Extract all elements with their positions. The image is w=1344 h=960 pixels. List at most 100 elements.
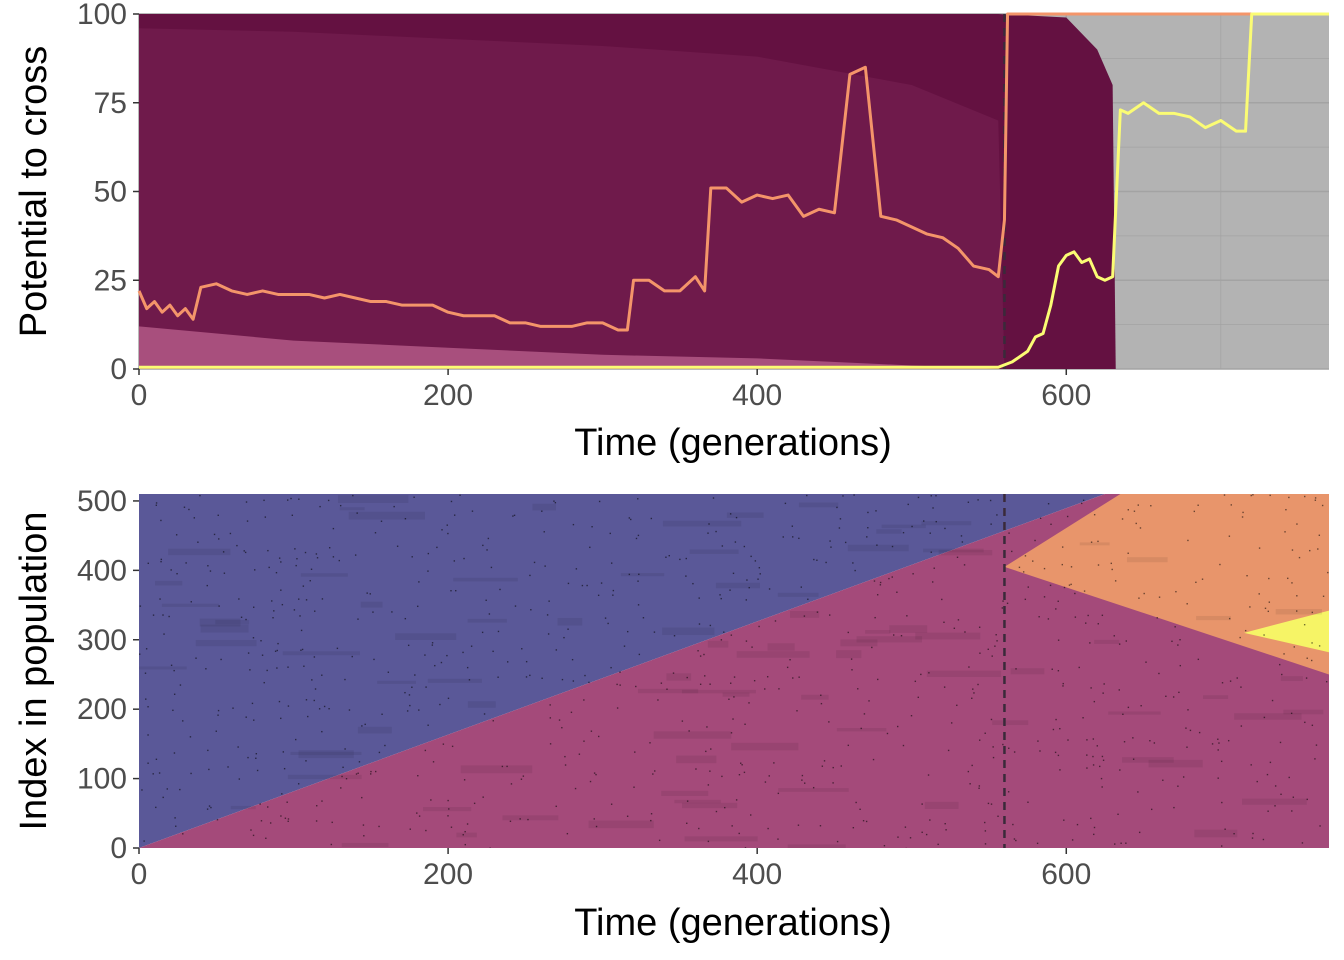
texture-dot bbox=[859, 808, 861, 811]
texture-dot bbox=[1096, 745, 1098, 747]
texture-dot bbox=[586, 584, 588, 587]
texture-dot bbox=[563, 636, 565, 639]
texture-dot bbox=[179, 684, 182, 686]
texture-streak bbox=[532, 503, 557, 511]
texture-dot bbox=[1306, 657, 1308, 659]
texture-dot bbox=[253, 719, 255, 721]
texture-dot bbox=[832, 766, 834, 769]
texture-dot bbox=[210, 806, 212, 809]
texture-dot bbox=[851, 669, 853, 671]
texture-dot bbox=[649, 742, 651, 744]
texture-dot bbox=[598, 500, 601, 503]
texture-dot bbox=[623, 645, 626, 647]
texture-dot bbox=[373, 658, 375, 661]
texture-dot bbox=[595, 825, 598, 828]
texture-dot bbox=[227, 766, 229, 768]
texture-dot bbox=[1186, 603, 1188, 605]
texture-dot bbox=[812, 786, 815, 789]
texture-dot bbox=[1099, 765, 1101, 768]
texture-dot bbox=[1101, 786, 1103, 788]
texture-dot bbox=[984, 843, 987, 845]
texture-dot bbox=[162, 614, 164, 616]
texture-dot bbox=[930, 495, 932, 497]
texture-dot bbox=[820, 702, 823, 705]
texture-dot bbox=[821, 765, 824, 767]
texture-dot bbox=[807, 598, 809, 600]
texture-dot bbox=[1135, 522, 1137, 525]
texture-dot bbox=[162, 796, 164, 799]
texture-dot bbox=[1063, 586, 1066, 589]
texture-streak bbox=[938, 549, 993, 556]
texture-dot bbox=[1097, 540, 1099, 543]
texture-dot bbox=[1306, 798, 1308, 801]
texture-dot bbox=[1198, 731, 1201, 734]
texture-streak bbox=[923, 548, 984, 553]
texture-dot bbox=[440, 661, 443, 664]
texture-dot bbox=[404, 518, 407, 520]
texture-dot bbox=[660, 682, 663, 684]
texture-dot bbox=[740, 762, 742, 764]
texture-dot bbox=[265, 837, 267, 839]
texture-dot bbox=[481, 631, 484, 634]
texture-dot bbox=[1291, 582, 1293, 584]
texture-dot bbox=[766, 676, 769, 678]
texture-dot bbox=[630, 518, 632, 521]
texture-dot bbox=[237, 746, 239, 748]
texture-streak bbox=[1194, 829, 1238, 838]
texture-dot bbox=[1264, 607, 1267, 610]
texture-dot bbox=[819, 825, 822, 827]
texture-dot bbox=[1319, 825, 1321, 827]
texture-dot bbox=[332, 527, 335, 530]
texture-dot bbox=[321, 730, 323, 733]
texture-dot bbox=[462, 651, 464, 654]
texture-dot bbox=[1122, 713, 1124, 715]
texture-dot bbox=[199, 494, 201, 497]
texture-dot bbox=[160, 560, 162, 563]
texture-dot bbox=[432, 761, 435, 763]
texture-dot bbox=[281, 793, 283, 795]
texture-dot bbox=[295, 564, 297, 567]
texture-dot bbox=[800, 586, 803, 588]
texture-dot bbox=[650, 819, 652, 822]
texture-dot bbox=[259, 803, 261, 805]
texture-dot bbox=[792, 536, 794, 538]
texture-dot bbox=[979, 652, 981, 654]
texture-dot bbox=[1252, 832, 1254, 835]
texture-dot bbox=[1062, 685, 1064, 687]
texture-dot bbox=[447, 697, 450, 700]
texture-dot bbox=[1039, 517, 1042, 520]
texture-dot bbox=[256, 769, 259, 772]
texture-dot bbox=[1114, 580, 1117, 582]
texture-dot bbox=[1281, 673, 1283, 676]
texture-dot bbox=[323, 705, 326, 708]
texture-dot bbox=[566, 832, 569, 835]
texture-dot bbox=[1239, 636, 1241, 639]
texture-dot bbox=[879, 584, 882, 586]
texture-dot bbox=[549, 704, 551, 706]
texture-dot bbox=[363, 835, 365, 837]
texture-dot bbox=[581, 584, 584, 587]
texture-dot bbox=[628, 517, 631, 519]
texture-dot bbox=[1318, 645, 1321, 647]
texture-dot bbox=[447, 815, 449, 817]
texture-dot bbox=[863, 713, 866, 715]
texture-dot bbox=[698, 597, 700, 599]
texture-dot bbox=[1082, 499, 1085, 502]
texture-dot bbox=[943, 686, 946, 688]
texture-dot bbox=[698, 623, 701, 625]
texture-dot bbox=[997, 815, 999, 817]
texture-dot bbox=[873, 580, 876, 582]
texture-dot bbox=[744, 847, 747, 848]
texture-dot bbox=[296, 558, 298, 560]
texture-dot bbox=[720, 597, 722, 600]
texture-streak bbox=[684, 836, 758, 842]
texture-dot bbox=[633, 786, 635, 788]
texture-dot bbox=[836, 506, 838, 509]
texture-dot bbox=[139, 653, 141, 655]
texture-dot bbox=[348, 709, 351, 711]
texture-dot bbox=[213, 533, 216, 536]
texture-dot bbox=[355, 773, 358, 775]
texture-dot bbox=[839, 518, 842, 520]
texture-dot bbox=[1322, 595, 1325, 597]
texture-dot bbox=[909, 837, 912, 839]
